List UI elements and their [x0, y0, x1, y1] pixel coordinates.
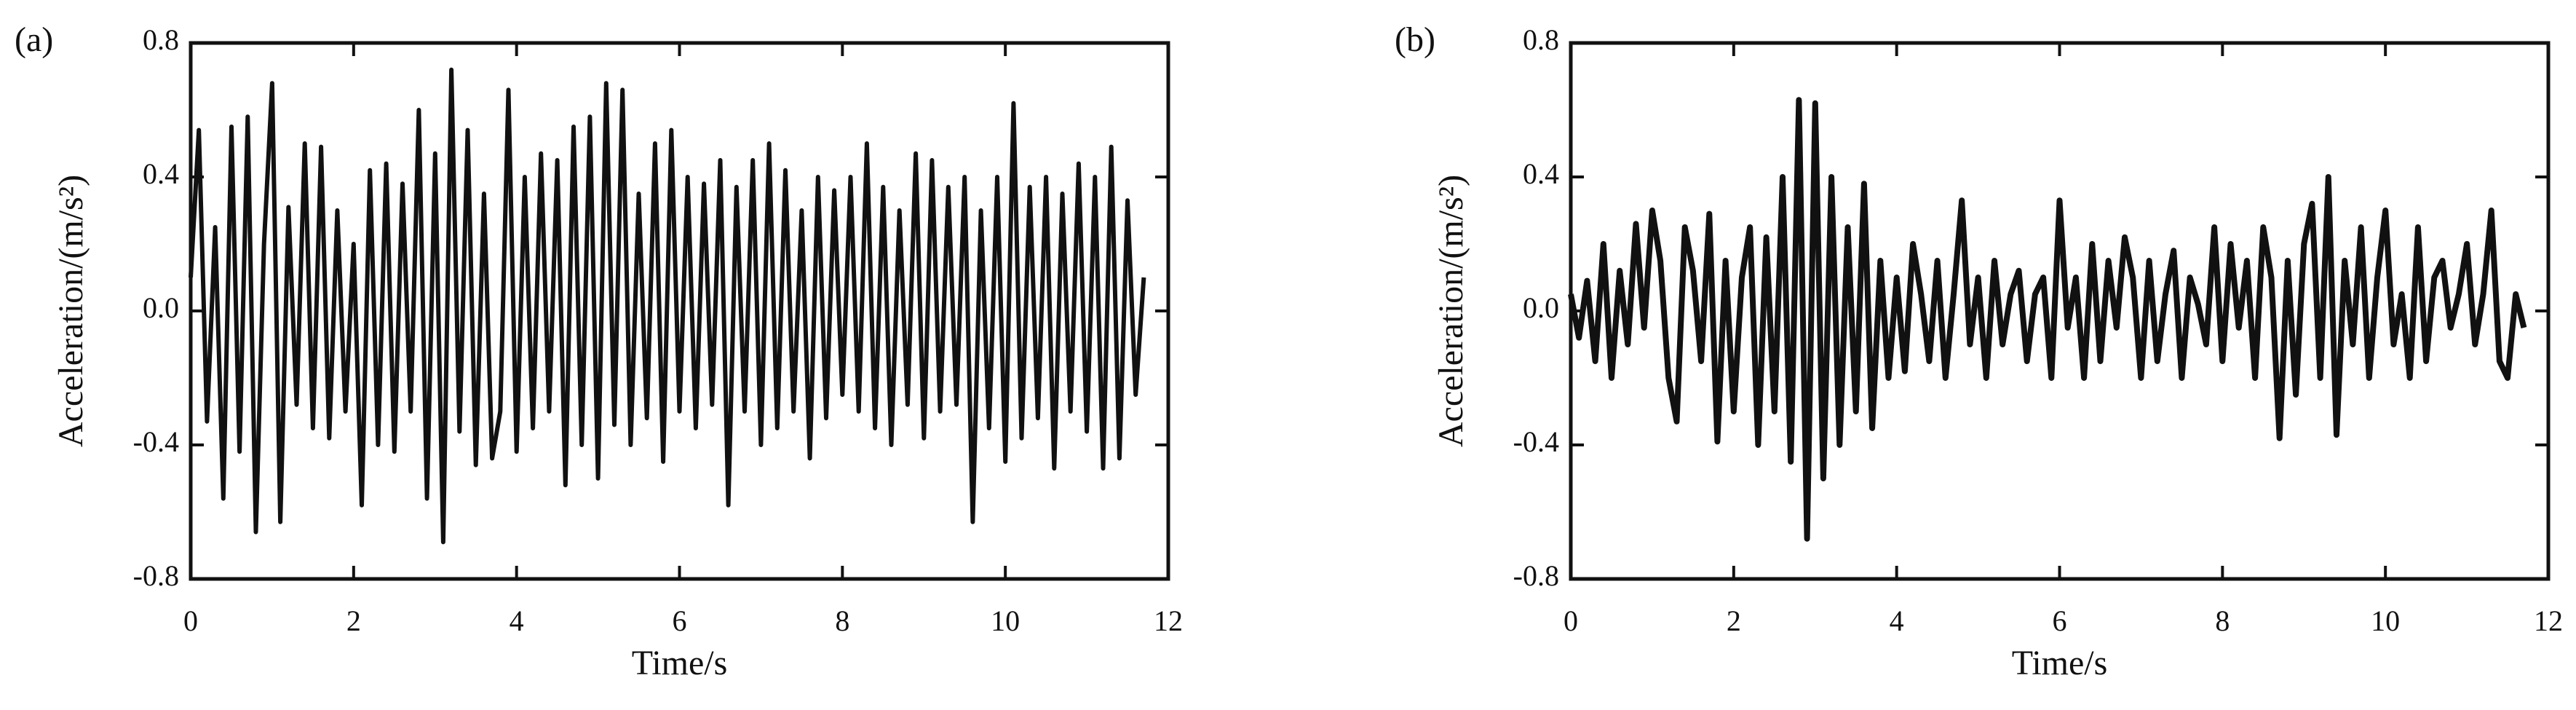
y-tick-label: -0.8	[133, 559, 179, 592]
x-tick-label: 10	[991, 604, 1020, 637]
y-tick-label: 0.8	[143, 23, 179, 56]
x-tick-label: 8	[835, 604, 849, 637]
y-axis-title: Acceleration/(m/s²)	[52, 175, 90, 447]
x-tick-label: 10	[2371, 604, 2400, 637]
y-tick-label: 0.0	[1523, 291, 1559, 324]
plot-frame	[189, 41, 1170, 581]
x-tick-label: 0	[1564, 604, 1578, 637]
x-tick-label: 6	[2053, 604, 2067, 637]
plot-frame	[1569, 41, 2551, 581]
x-tick-label: 6	[673, 604, 687, 637]
x-tick-label: 0	[183, 604, 198, 637]
panel-label: (a)	[15, 20, 53, 59]
x-tick-label: 12	[1154, 604, 1183, 637]
x-tick-label: 2	[1727, 604, 1741, 637]
x-tick-label: 8	[2215, 604, 2230, 637]
x-tick-label: 4	[510, 604, 524, 637]
y-tick-label: -0.4	[133, 425, 179, 458]
x-tick-label: 2	[346, 604, 361, 637]
data-line	[189, 67, 1146, 545]
y-axis-title: Acceleration/(m/s²)	[1432, 175, 1470, 447]
x-axis-title: Time/s	[632, 644, 728, 682]
y-tick-label: 0.4	[143, 157, 179, 190]
data-line	[1568, 97, 2527, 542]
y-tick-label: 0.4	[1523, 157, 1559, 190]
y-tick-label: -0.4	[1513, 425, 1559, 458]
y-tick-label: -0.8	[1513, 559, 1559, 592]
y-tick-label: 0.0	[143, 291, 179, 324]
y-tick-label: 0.8	[1523, 23, 1559, 56]
x-axis-title: Time/s	[2012, 644, 2108, 682]
x-tick-label: 4	[1890, 604, 1904, 637]
x-tick-label: 12	[2534, 604, 2563, 637]
panel-label: (b)	[1395, 20, 1435, 59]
